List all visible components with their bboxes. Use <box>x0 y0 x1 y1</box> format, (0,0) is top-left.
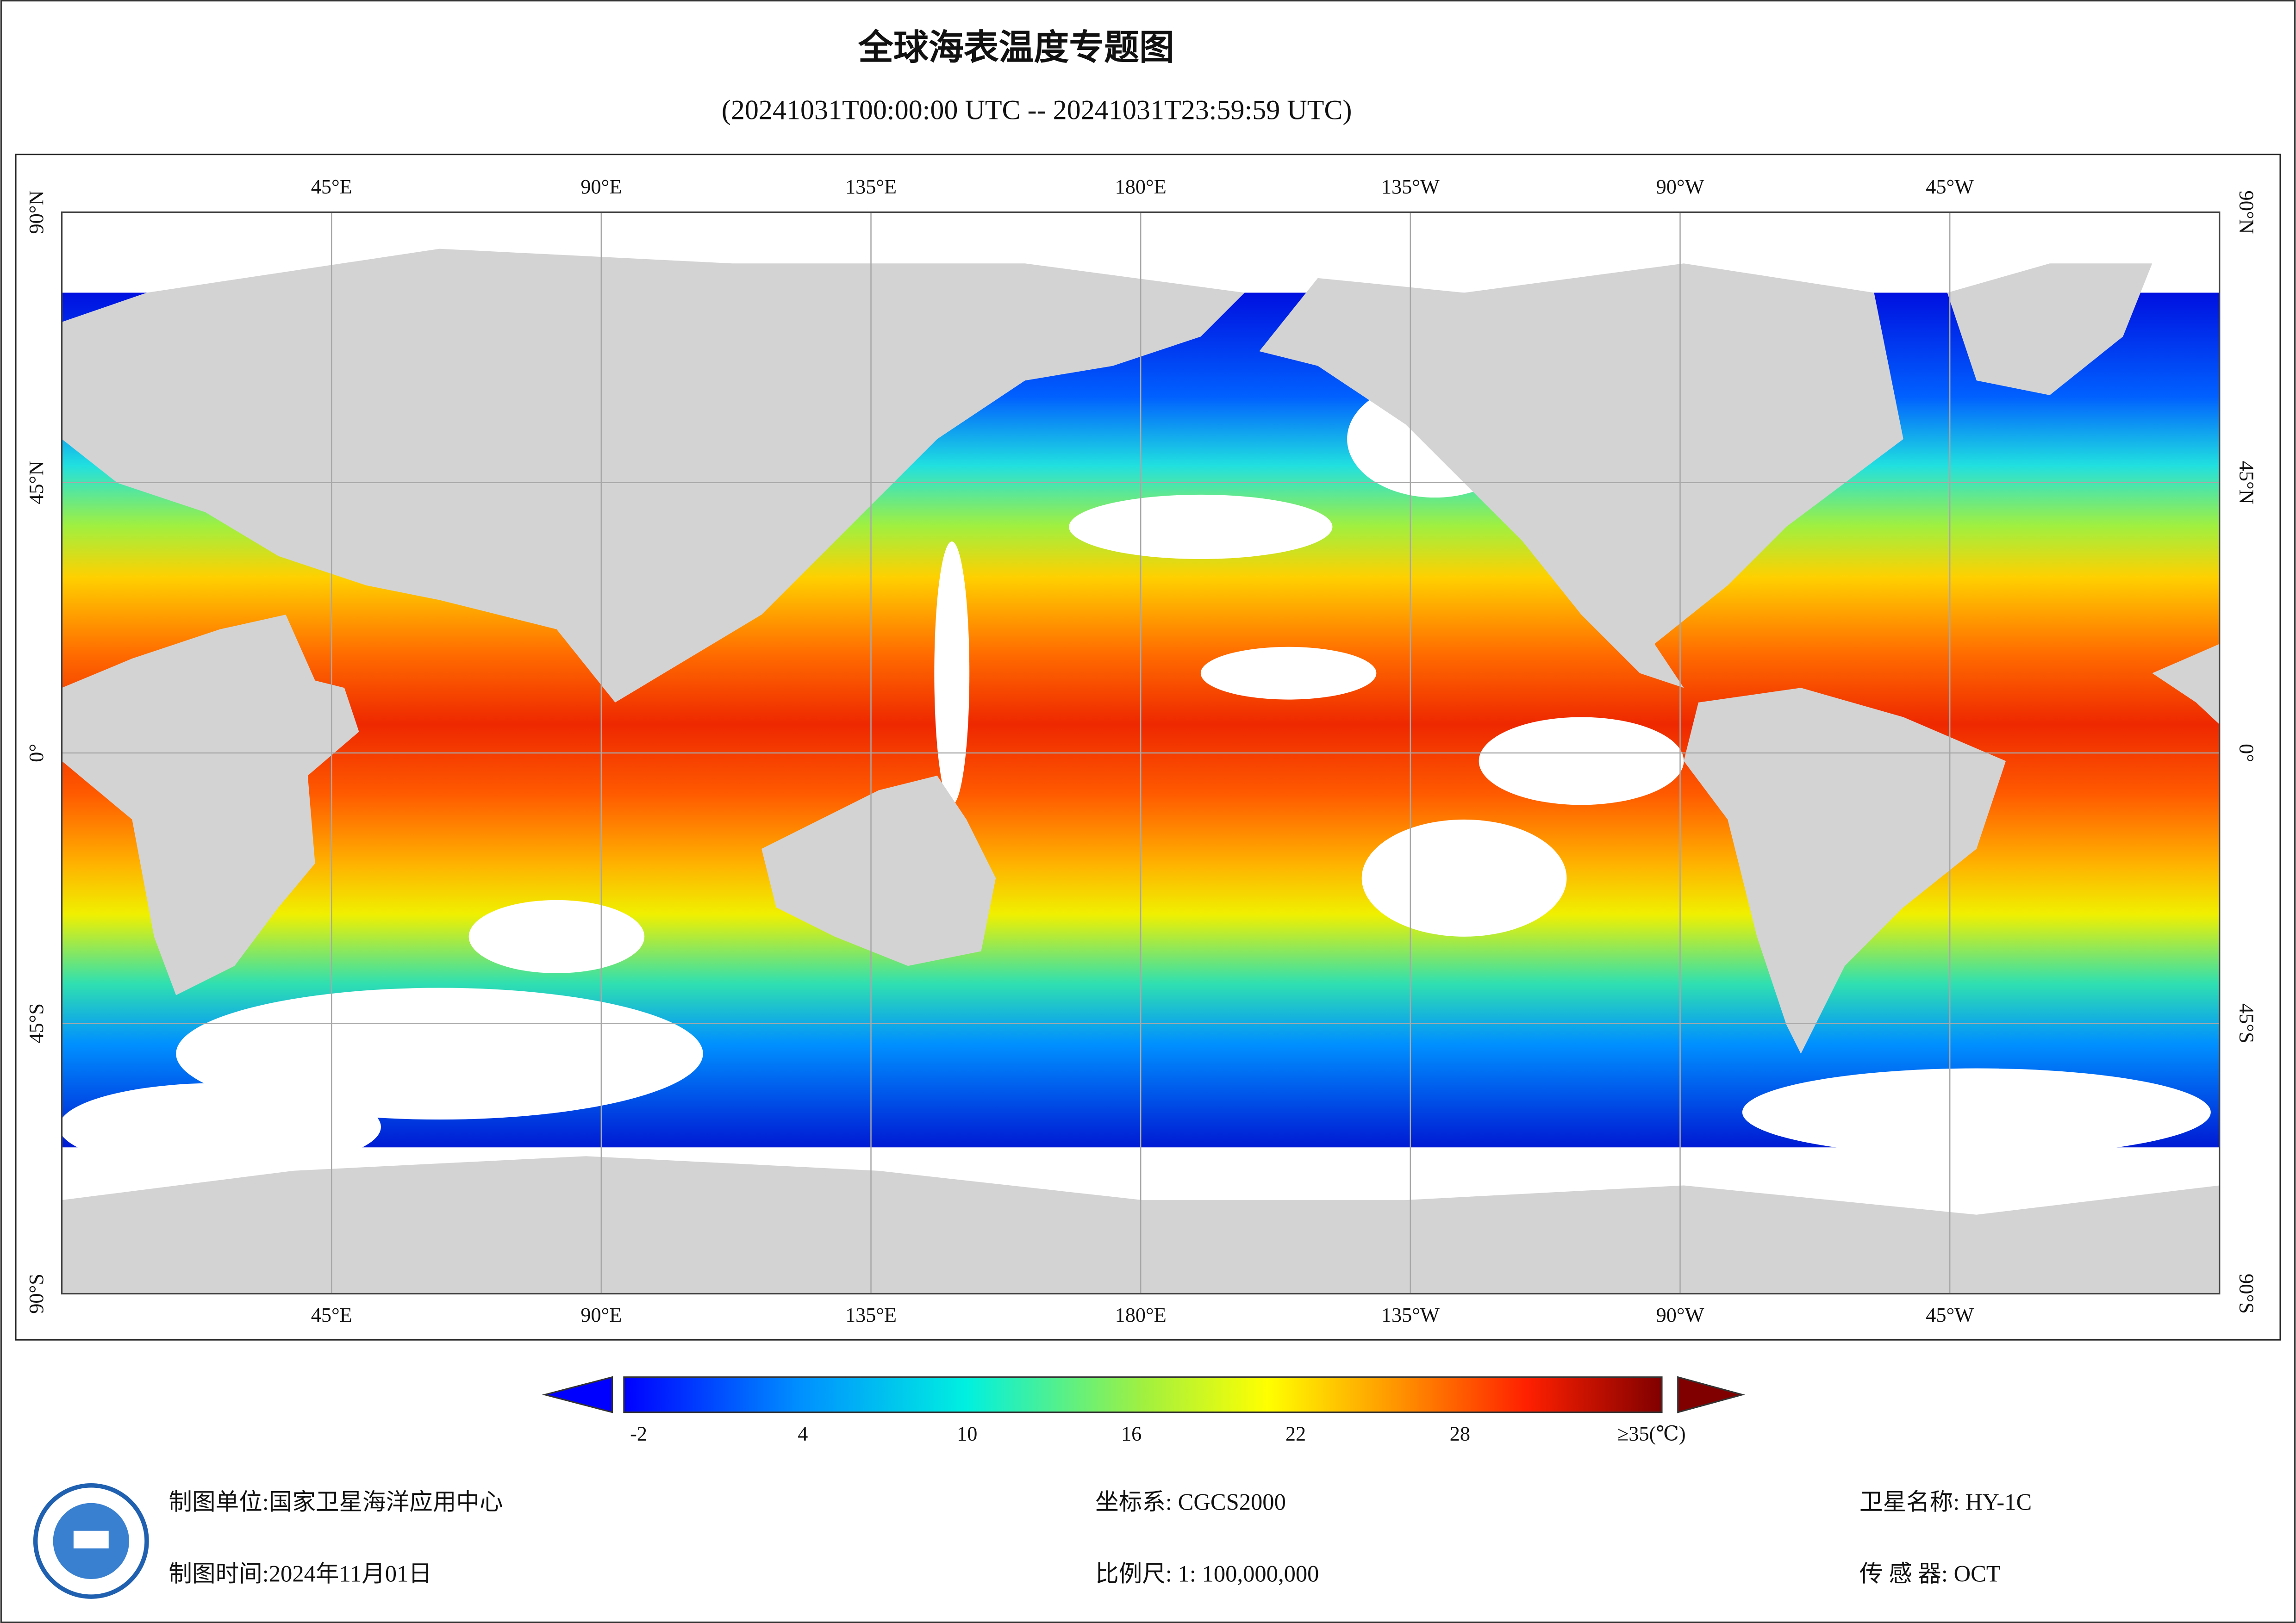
title: 全球海表温度专题图 <box>858 27 1174 68</box>
y-tick-label-right: 45°N <box>2235 461 2258 504</box>
footer-sensor: 传 感 器: OCT <box>1859 1561 2001 1586</box>
colorbar-tick-label: 16 <box>1121 1422 1142 1445</box>
colorbar-tick-label: 10 <box>957 1422 977 1445</box>
colorbar-tick-label: 4 <box>798 1422 808 1445</box>
x-tick-label-bottom: 45°E <box>311 1304 352 1326</box>
x-tick-label-bottom: 90°W <box>1656 1304 1704 1326</box>
subtitle: (20241031T00:00:00 UTC -- 20241031T23:59… <box>722 94 1352 125</box>
x-tick-label-bottom: 45°W <box>1926 1304 1974 1326</box>
x-tick-label-bottom: 135°W <box>1381 1304 1440 1326</box>
colorbar-tick-label: 22 <box>1285 1422 1306 1445</box>
map-frame <box>15 154 2281 1341</box>
x-tick-label-bottom: 180°E <box>1115 1304 1167 1326</box>
colorbar <box>623 1376 1663 1413</box>
footer-time: 制图时间:2024年11月01日 <box>168 1561 432 1586</box>
x-tick-label-top: 90°E <box>580 175 622 198</box>
y-tick-label-right: 0° <box>2235 744 2258 762</box>
colorbar-tick-label: 28 <box>1450 1422 1470 1445</box>
x-tick-label-top: 45°W <box>1926 175 1974 198</box>
x-tick-label-top: 45°E <box>311 175 352 198</box>
y-tick-label-left: 45°S <box>25 1003 48 1044</box>
map-border <box>61 211 2221 1295</box>
y-tick-label-right: 45°S <box>2235 1003 2258 1044</box>
colorbar-tick-label: ≥35(℃) <box>1617 1422 1686 1445</box>
y-tick-label-left: 90°S <box>25 1274 48 1314</box>
footer-scale: 比例尺: 1: 100,000,000 <box>1095 1561 1319 1586</box>
footer-crs: 坐标系: CGCS2000 <box>1095 1489 1286 1515</box>
x-tick-label-top: 180°E <box>1115 175 1167 198</box>
x-tick-label-top: 90°W <box>1656 175 1704 198</box>
y-tick-label-left: 90°N <box>25 191 48 234</box>
footer-unit: 制图单位:国家卫星海洋应用中心 <box>168 1489 503 1515</box>
colorbar-tick-label: -2 <box>630 1422 647 1445</box>
map <box>59 211 2221 1295</box>
x-tick-label-bottom: 90°E <box>580 1304 622 1326</box>
x-tick-label-top: 135°E <box>845 175 897 198</box>
colorbar-high-arrow <box>1677 1376 1745 1413</box>
x-tick-label-top: 135°W <box>1381 175 1440 198</box>
colorbar-low-arrow <box>542 1376 613 1413</box>
y-tick-label-left: 45°N <box>25 461 48 504</box>
x-tick-label-bottom: 135°E <box>845 1304 897 1326</box>
y-tick-label-right: 90°S <box>2235 1274 2258 1314</box>
y-tick-label-right: 90°N <box>2235 191 2258 234</box>
footer-satellite: 卫星名称: HY-1C <box>1859 1489 2032 1515</box>
logo <box>33 1483 149 1599</box>
y-tick-label-left: 0° <box>25 744 48 762</box>
